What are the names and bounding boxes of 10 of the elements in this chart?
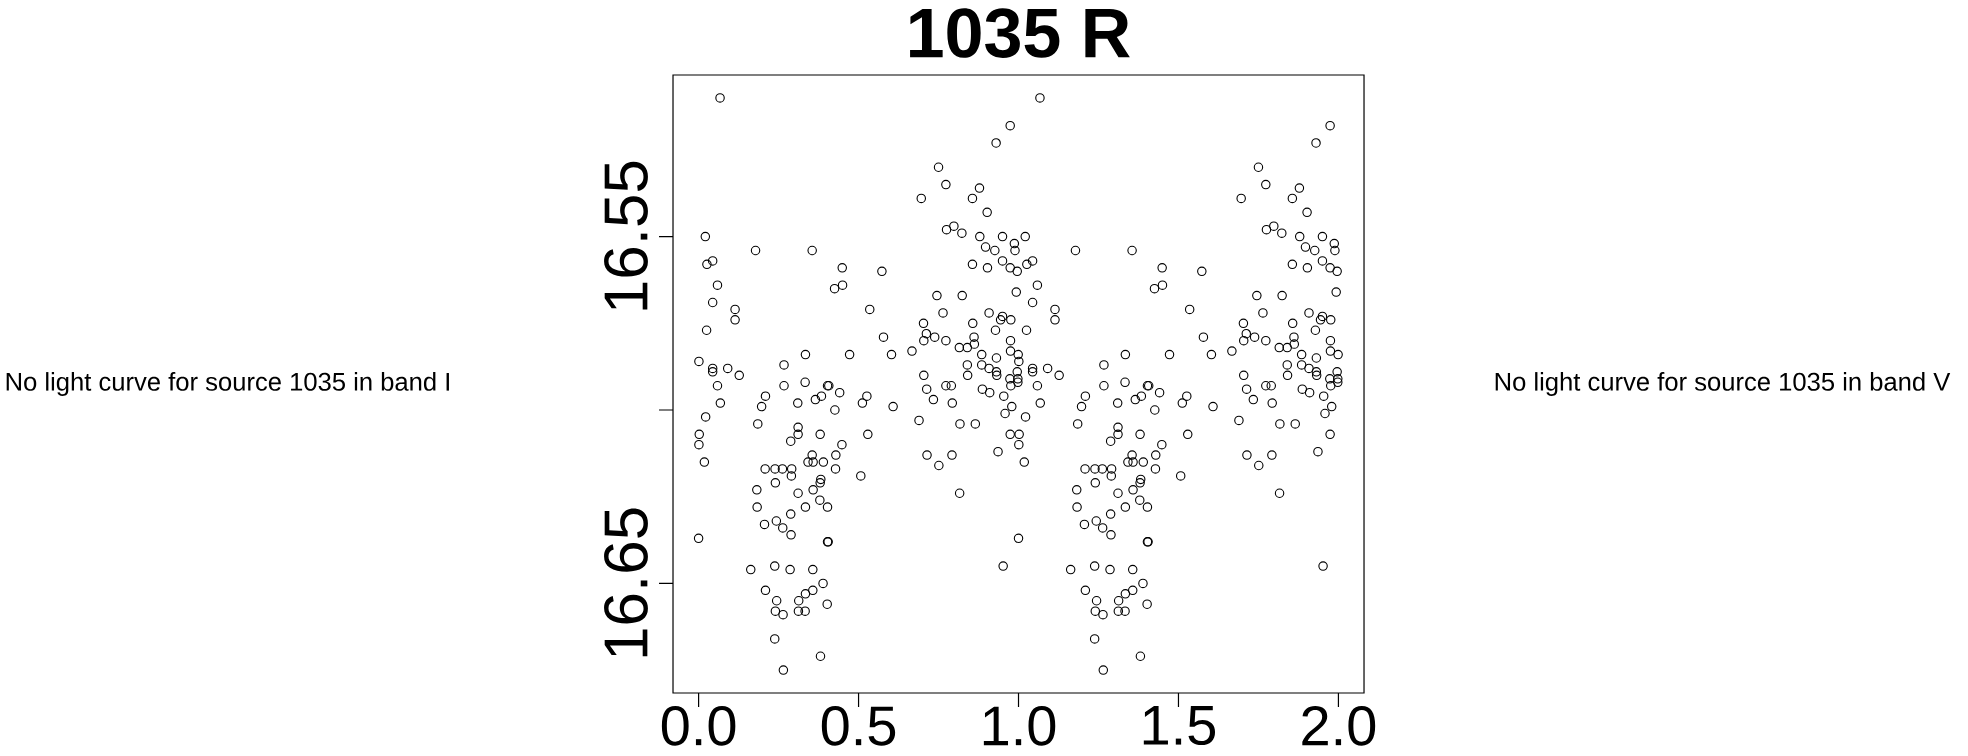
text: No light curve for source 1035 in band V <box>1495 372 1951 396</box>
y-tick-label: 16.65 <box>604 508 648 657</box>
x-tick-label: 0.0 <box>661 706 736 746</box>
x-tick-label: 2.0 <box>1302 706 1376 746</box>
chart-title: 1035 R <box>910 8 1130 58</box>
x-tick-label: 1.5 <box>1143 706 1216 746</box>
text: No light curve for source 1035 in band I <box>6 372 449 396</box>
x-tick-label: 1.0 <box>983 706 1056 746</box>
y-tick-label: 16.55 <box>604 161 648 310</box>
x-tick-label: 0.5 <box>821 706 896 746</box>
